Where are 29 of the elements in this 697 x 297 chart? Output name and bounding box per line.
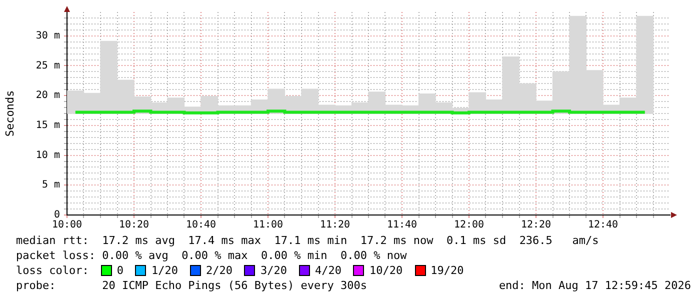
x-tick-label: 11:00 <box>252 220 284 231</box>
x-tick-label: 12:00 <box>454 220 484 231</box>
y-tick-label: 5 m <box>42 180 60 191</box>
x-tick-label: 12:20 <box>520 220 552 231</box>
y-axis-title: Seconds <box>3 90 16 137</box>
text: 10/20 <box>369 263 403 278</box>
y-tick-label: 10 m <box>36 150 60 161</box>
x-tick-label: 10:40 <box>186 220 216 231</box>
y-tick-label: 20 m <box>36 90 60 102</box>
y-tick-label: 0 <box>54 210 60 221</box>
x-tick-label: 11:20 <box>320 220 350 231</box>
text: 19/20 <box>430 263 464 278</box>
text: loss color: <box>16 263 89 278</box>
text: median rtt: 17.2 ms avg 17.4 ms max 17.1 ms min 17.2 ms now 0.1 ms sd 236.5 am/s <box>16 233 599 248</box>
x-tick-label: 10:20 <box>118 220 150 231</box>
text: end: Mon Aug 17 12:59:45 2026 <box>498 278 691 293</box>
text: 4/20 <box>314 263 342 278</box>
x-tick-label: 10:00 <box>52 220 82 231</box>
text: packet loss: 0.00 % avg 0.00 % max 0.00 % min 0.00 % now <box>16 248 407 263</box>
text: 0 <box>116 263 124 278</box>
text: 2/20 <box>206 263 232 278</box>
text: 1/20 <box>151 263 178 278</box>
text: probe: 20 ICMP Echo Pings (56 Bytes) every 300s <box>16 278 367 293</box>
x-tick-label: 12:40 <box>588 220 618 231</box>
x-tick-label: 11:40 <box>386 220 418 231</box>
y-tick-label: 30 m <box>36 30 60 42</box>
y-tick-label: 15 m <box>36 120 60 132</box>
y-tick-label: 25 m <box>36 60 60 72</box>
text: 3/20 <box>260 263 287 278</box>
